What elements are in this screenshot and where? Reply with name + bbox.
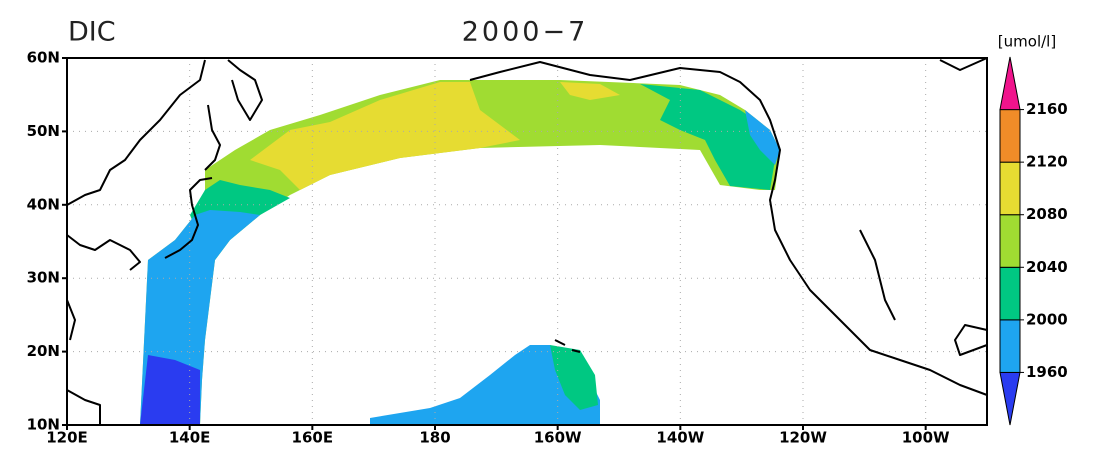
field-region bbox=[140, 355, 200, 425]
coastlines bbox=[66, 57, 988, 425]
colorbar-label: 1960 bbox=[1026, 363, 1068, 381]
coast-mexico bbox=[954, 324, 988, 356]
y-tick-label: 30N bbox=[27, 269, 60, 287]
field-region bbox=[250, 82, 520, 190]
colorbar-box bbox=[999, 109, 1021, 163]
colorbar-box bbox=[999, 161, 1021, 216]
x-tick-label: 160E bbox=[292, 429, 334, 447]
coast-japan bbox=[164, 104, 221, 259]
x-tick-label: 140W bbox=[656, 429, 704, 447]
colorbar-triangle bbox=[999, 371, 1021, 426]
colorbar-box bbox=[999, 319, 1021, 373]
plot-frame bbox=[66, 57, 988, 426]
x-tick-label: 180 bbox=[419, 429, 450, 447]
colorbar-label: 2160 bbox=[1026, 100, 1068, 118]
colorbar-box bbox=[999, 266, 1021, 321]
field-region bbox=[370, 345, 600, 425]
title: DIC bbox=[68, 17, 116, 48]
y-tick-label: 20N bbox=[27, 342, 60, 360]
colorbar-label: 2040 bbox=[1026, 258, 1068, 276]
colorbar-label: 2000 bbox=[1026, 310, 1068, 328]
units: [umol/l] bbox=[998, 33, 1056, 51]
colorbar-triangle bbox=[999, 56, 1021, 111]
x-tick-label: 100W bbox=[902, 429, 950, 447]
y-tick-label: 40N bbox=[27, 195, 60, 213]
coast-asia bbox=[66, 59, 206, 425]
colorbar-label: 2080 bbox=[1026, 205, 1068, 223]
x-tick-label: 120E bbox=[46, 429, 88, 447]
coast-alaska bbox=[469, 57, 988, 396]
field-region bbox=[560, 82, 620, 100]
field-region bbox=[550, 345, 598, 410]
field-region bbox=[745, 110, 780, 165]
subtitle: 2000−7 bbox=[462, 17, 589, 48]
coast-kamchatka bbox=[227, 59, 263, 121]
axes: 120E 140E 160E 180 160W 140W 120W 100W 10N 20N 30N… bbox=[27, 49, 950, 447]
colorbar-box bbox=[999, 214, 1021, 268]
x-tick-label: 160W bbox=[534, 429, 582, 447]
colorbar-label: 2120 bbox=[1026, 153, 1068, 171]
y-tick-label: 10N bbox=[27, 416, 60, 434]
x-tick-label: 140E bbox=[169, 429, 211, 447]
data-field bbox=[140, 80, 780, 425]
y-tick-label: 50N bbox=[27, 122, 60, 140]
field-region bbox=[640, 84, 775, 190]
coast-hawaii bbox=[554, 339, 581, 353]
colorbar: 1960 2000 2040 2080 2120 2160 bbox=[999, 56, 1068, 426]
x-tick-label: 120W bbox=[779, 429, 827, 447]
y-tick-label: 60N bbox=[27, 49, 60, 67]
